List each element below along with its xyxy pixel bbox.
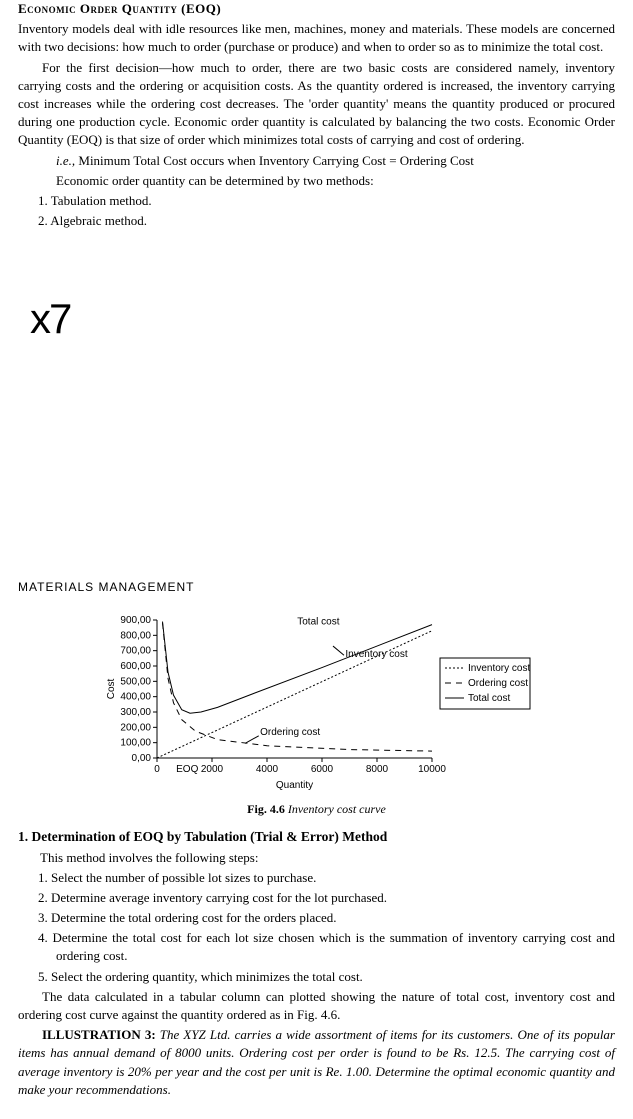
svg-text:900,00: 900,00 <box>120 615 151 626</box>
subheading-tabulation: 1. Determination of EOQ by Tabulation (T… <box>18 828 615 847</box>
svg-text:Cost: Cost <box>106 678 117 699</box>
svg-text:2000: 2000 <box>200 764 223 775</box>
svg-text:Ordering cost: Ordering cost <box>468 678 528 689</box>
step-4: 4. Determine the total cost for each lot… <box>18 929 615 965</box>
closing-paragraph: The data calculated in a tabular column … <box>18 988 615 1024</box>
figure-title: Inventory cost curve <box>285 802 386 816</box>
intro-paragraph-2: For the first decision—how much to order… <box>18 59 615 150</box>
svg-text:Inventory cost: Inventory cost <box>345 649 407 660</box>
methods-intro: Economic order quantity can be determine… <box>18 172 615 190</box>
figure-number: Fig. 4.6 <box>247 802 285 816</box>
eoq-chart: 0,00 100,00 200,00 300,00 400,00 500,00 600,00… <box>102 610 532 795</box>
method-1: 1. Tabulation method. <box>18 192 615 210</box>
svg-text:EOQ: EOQ <box>176 764 198 775</box>
svg-text:200,00: 200,00 <box>120 722 151 733</box>
svg-text:0: 0 <box>154 764 160 775</box>
method-2: 2. Algebraic method. <box>18 212 615 230</box>
svg-text:Total cost: Total cost <box>297 616 339 627</box>
svg-text:300,00: 300,00 <box>120 707 151 718</box>
step-1: 1. Select the number of possible lot siz… <box>18 869 615 887</box>
figure-caption: Fig. 4.6 Inventory cost curve <box>18 801 615 818</box>
ie-text: Minimum Total Cost occurs when Inventory… <box>75 153 474 168</box>
svg-text:Ordering cost: Ordering cost <box>260 727 320 738</box>
x7-mark: x7 <box>30 290 615 349</box>
svg-text:Inventory cost: Inventory cost <box>468 663 530 674</box>
svg-text:8000: 8000 <box>365 764 388 775</box>
svg-text:400,00: 400,00 <box>120 692 151 703</box>
svg-text:0,00: 0,00 <box>131 753 151 764</box>
intro-paragraph-1: Inventory models deal with idle resource… <box>18 20 615 56</box>
svg-text:600,00: 600,00 <box>120 661 151 672</box>
illustration-3: ILLUSTRATION 3: The XYZ Ltd. carries a w… <box>18 1026 615 1099</box>
illustration-label: ILLUSTRATION 3: <box>42 1027 156 1042</box>
step-5: 5. Select the ordering quantity, which m… <box>18 968 615 986</box>
svg-text:6000: 6000 <box>310 764 333 775</box>
svg-text:100,00: 100,00 <box>120 738 151 749</box>
steps-intro: This method involves the following steps… <box>18 849 615 867</box>
ie-line: i.e., Minimum Total Cost occurs when Inv… <box>18 152 615 170</box>
section-heading: MATERIALS MANAGEMENT <box>18 579 615 596</box>
svg-text:800,00: 800,00 <box>120 630 151 641</box>
svg-text:Total cost: Total cost <box>468 693 510 704</box>
step-3: 3. Determine the total ordering cost for… <box>18 909 615 927</box>
svg-text:700,00: 700,00 <box>120 646 151 657</box>
heading-eoq: Economic Order Quantity (EOQ) <box>18 0 615 18</box>
step-2: 2. Determine average inventory carrying … <box>18 889 615 907</box>
svg-text:10000: 10000 <box>418 764 446 775</box>
ie-prefix: i.e., <box>56 153 75 168</box>
svg-text:Quantity: Quantity <box>275 780 312 790</box>
svg-text:4000: 4000 <box>255 764 278 775</box>
svg-text:500,00: 500,00 <box>120 676 151 687</box>
